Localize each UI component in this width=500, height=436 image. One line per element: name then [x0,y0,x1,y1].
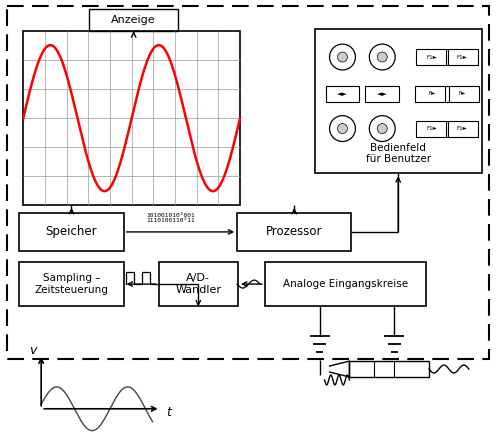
Text: t: t [166,406,171,419]
Bar [366,86,399,102]
Text: A/D-
Wandler: A/D- Wandler [176,273,222,295]
Bar [446,121,478,136]
Text: F1►: F1► [426,54,438,60]
Text: Speicher: Speicher [46,225,98,238]
Bar [24,31,240,205]
Text: ◄►: ◄► [377,91,388,97]
Text: Prozessor: Prozessor [266,225,322,238]
Text: F►: F► [458,91,466,96]
Circle shape [338,52,347,62]
Text: Bedienfeld
für Benutzer: Bedienfeld für Benutzer [366,143,430,164]
Bar [8,7,488,359]
Bar [415,86,449,102]
Bar [89,9,178,31]
Bar [314,29,482,173]
Text: F1►: F1► [456,54,468,60]
Bar [158,262,238,307]
Bar [416,49,448,65]
Text: 101001010²001
1110100110²11: 101001010²001 1110100110²11 [146,213,195,223]
Bar [20,213,124,251]
Text: Sampling –
Zeitsteuerung: Sampling – Zeitsteuerung [34,273,108,295]
Text: Anzeige: Anzeige [112,15,156,25]
Bar [326,86,360,102]
Circle shape [378,123,387,133]
Bar [416,121,448,136]
Circle shape [378,52,387,62]
Bar [265,262,426,307]
Bar [350,361,429,377]
Text: Analoge Eingangskreise: Analoge Eingangskreise [283,279,408,289]
Text: F►: F► [428,91,436,96]
Text: F1►: F1► [456,126,468,131]
Bar [446,49,478,65]
Text: v: v [30,344,37,357]
Text: F1►: F1► [426,126,438,131]
Bar [237,213,352,251]
Bar [20,262,124,307]
Text: ◄►: ◄► [337,91,348,97]
Bar [445,86,478,102]
Circle shape [338,123,347,133]
